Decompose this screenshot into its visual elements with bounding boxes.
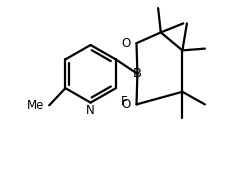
Text: N: N (86, 103, 95, 116)
Text: B: B (133, 67, 142, 80)
Text: Me: Me (27, 99, 45, 112)
Text: O: O (122, 37, 131, 50)
Text: F: F (121, 95, 128, 108)
Text: O: O (122, 98, 131, 111)
